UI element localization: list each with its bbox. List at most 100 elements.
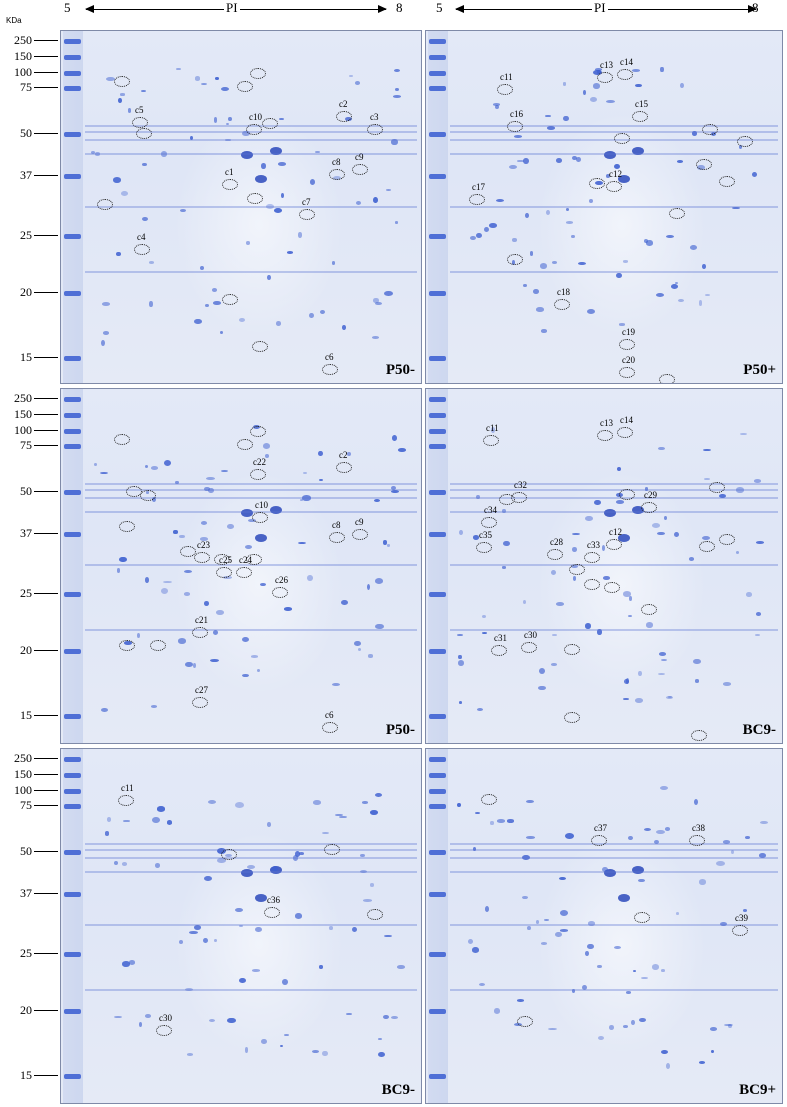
marker-band	[64, 892, 81, 897]
protein-spot	[101, 707, 108, 712]
protein-spot	[571, 547, 577, 552]
protein-spot	[693, 799, 699, 806]
marker-band	[64, 55, 81, 60]
protein-spot	[128, 960, 136, 965]
marker-lane	[63, 31, 83, 383]
protein-spot	[390, 489, 400, 494]
protein-spot	[193, 924, 201, 930]
protein-spot	[373, 498, 380, 503]
marker-band	[429, 1009, 446, 1014]
mw-marker-tick	[34, 235, 58, 236]
protein-spot	[166, 820, 173, 825]
protein-streak	[450, 489, 778, 491]
protein-streak	[450, 924, 778, 926]
mw-marker-label: 15	[0, 350, 58, 365]
spot-circle	[237, 81, 253, 92]
protein-spot	[107, 817, 112, 822]
spot-label: c38	[692, 823, 705, 833]
protein-spot	[91, 151, 96, 154]
protein-spot	[698, 1061, 705, 1064]
protein-spot	[251, 969, 260, 972]
spot-circle	[719, 534, 735, 545]
spot-label: c14	[620, 57, 633, 67]
protein-spot	[225, 139, 231, 142]
protein-spot	[692, 131, 698, 136]
protein-spot	[200, 265, 205, 271]
protein-spot	[247, 865, 255, 870]
protein-spot	[383, 291, 393, 297]
marker-band	[429, 592, 446, 597]
protein-spot	[335, 813, 343, 817]
marker-band	[429, 291, 446, 296]
protein-spot	[241, 150, 253, 159]
protein-spot	[516, 999, 524, 1003]
protein-spot	[663, 515, 668, 521]
gel-panel-bc9-minus-bottom: BC9- c11 c30 c36	[60, 748, 422, 1104]
protein-spot	[161, 588, 169, 594]
protein-spot	[173, 530, 178, 534]
protein-spot	[698, 299, 703, 306]
protein-spot	[145, 465, 149, 469]
protein-spot	[315, 151, 320, 154]
protein-spot	[95, 152, 100, 156]
mw-marker-label: 20	[0, 285, 58, 300]
protein-spot	[209, 658, 219, 662]
protein-spot	[559, 929, 569, 932]
protein-spot	[374, 792, 382, 797]
protein-spot	[371, 335, 380, 339]
protein-spot	[322, 831, 329, 834]
protein-spot	[142, 162, 147, 167]
mw-marker-label: 75	[0, 438, 58, 453]
protein-spot	[626, 991, 631, 994]
spot-label: c11	[486, 423, 499, 433]
marker-band	[64, 1009, 81, 1014]
spot-circle	[507, 254, 523, 265]
marker-band	[429, 71, 446, 76]
protein-spot	[227, 524, 234, 530]
protein-spot	[203, 600, 210, 606]
spot-label: c36	[267, 895, 280, 905]
marker-band	[64, 234, 81, 239]
protein-spot	[398, 447, 406, 452]
spot-circle	[336, 111, 352, 122]
protein-spot	[100, 339, 105, 346]
mw-marker-label: 75	[0, 798, 58, 813]
protein-spot	[279, 1044, 283, 1048]
spot-circle	[476, 542, 492, 553]
protein-spot	[602, 866, 609, 873]
protein-spot	[632, 865, 645, 874]
protein-streak	[450, 843, 778, 845]
protein-spot	[121, 862, 128, 866]
protein-spot	[604, 509, 616, 518]
protein-spot	[670, 284, 678, 290]
protein-spot	[699, 879, 706, 885]
protein-spot	[150, 705, 157, 708]
spot-circle	[517, 1016, 533, 1027]
protein-spot	[759, 820, 769, 825]
mw-marker-tick	[34, 758, 58, 759]
pi-axis-label: PI	[224, 0, 240, 16]
protein-streak	[450, 271, 778, 273]
protein-spot	[735, 551, 740, 555]
protein-spot	[122, 961, 131, 967]
protein-spot	[200, 520, 207, 525]
protein-spot	[238, 925, 244, 928]
protein-spot	[241, 130, 250, 137]
protein-streak	[85, 924, 417, 926]
protein-spot	[746, 592, 753, 597]
protein-spot	[319, 965, 323, 969]
marker-band	[429, 356, 446, 361]
marker-band	[64, 649, 81, 654]
protein-spot	[704, 294, 711, 297]
spot-label: c11	[121, 783, 134, 793]
protein-spot	[281, 979, 288, 986]
spot-circle	[222, 294, 238, 305]
mw-marker-label: 100	[0, 65, 58, 80]
spot-label: c13	[600, 418, 613, 428]
spot-label: c2	[339, 99, 348, 109]
spot-circle	[689, 835, 705, 846]
spot-circle	[250, 68, 266, 79]
protein-spot	[572, 576, 576, 581]
protein-spot	[297, 232, 303, 238]
protein-spot	[114, 1015, 122, 1019]
